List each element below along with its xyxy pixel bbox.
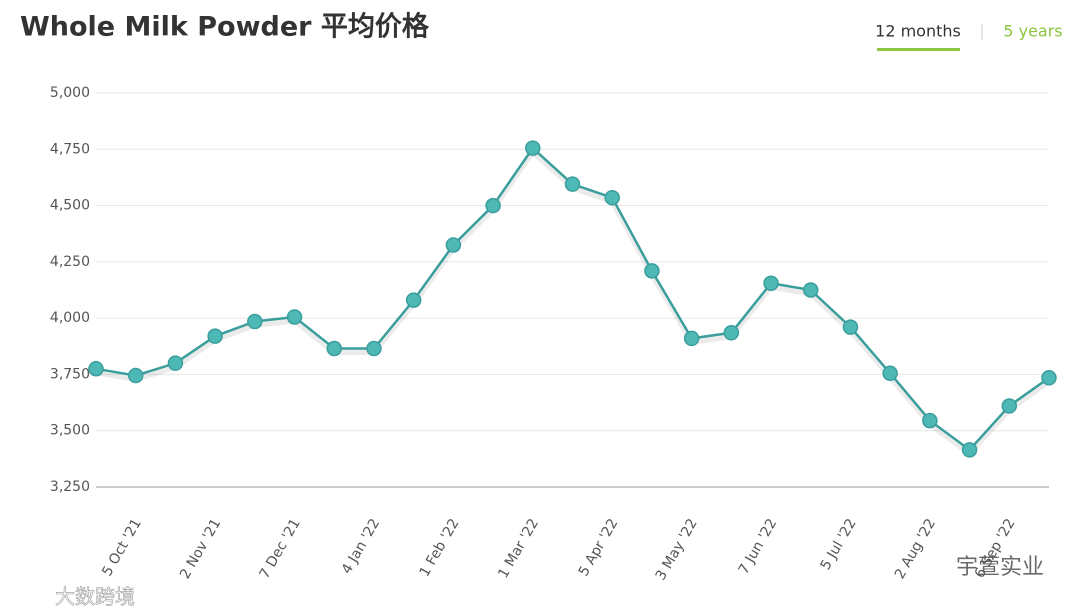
point (644, 263, 660, 279)
point (127, 367, 144, 384)
x-tick-label: 2 Nov '21 (177, 516, 224, 582)
series-line (95, 146, 1050, 452)
point (564, 176, 581, 192)
tab[interactable]: 5 years (1003, 22, 1062, 41)
y-tick-label: 3,250 (50, 479, 90, 495)
y-tick-label: 5,000 (50, 85, 90, 101)
point (167, 355, 184, 371)
y-tick-label: 3,750 (50, 366, 90, 382)
x-tick-label: 1 Mar '22 (495, 516, 542, 581)
point (1041, 370, 1057, 386)
point (247, 313, 263, 330)
chart-title: Whole Milk Powder 平均价格 (20, 12, 430, 43)
point (604, 189, 620, 206)
x-tick-label: 2 Aug '22 (892, 516, 939, 582)
y-tick-label: 4,750 (50, 141, 90, 157)
point (88, 361, 104, 377)
point (1001, 398, 1018, 414)
y-tick-label: 4,000 (50, 310, 90, 326)
x-tick-label: 5 Jul '22 (818, 516, 860, 573)
watermark: 宇萱实业 (956, 555, 1044, 580)
point (366, 340, 382, 357)
point (405, 292, 422, 308)
tab[interactable]: 12 months (875, 22, 961, 41)
point (763, 275, 779, 291)
point (683, 330, 700, 347)
point (922, 412, 938, 429)
point (445, 237, 462, 253)
point (485, 197, 501, 214)
x-tick-label: 7 Jun '22 (736, 516, 781, 577)
watermark: 大数跨境 (55, 585, 135, 609)
point (207, 328, 223, 344)
point (326, 340, 342, 357)
y-tick-label: 4,500 (50, 198, 90, 214)
x-tick-label: 3 May '22 (653, 516, 701, 583)
y-tick-label: 3,500 (50, 423, 90, 439)
point (842, 319, 859, 335)
point (525, 140, 541, 156)
point (961, 442, 978, 458)
point (286, 309, 303, 325)
x-tick-label: 7 Dec '21 (257, 516, 304, 582)
point (882, 365, 898, 382)
x-tick-label: 5 Oct '21 (99, 516, 145, 579)
point (723, 325, 740, 341)
line-shadow (95, 148, 1051, 458)
x-tick-label: 4 Jan '22 (339, 516, 383, 577)
y-tick-label: 4,250 (50, 254, 90, 270)
tab-underline (877, 48, 960, 51)
x-tick-label: 1 Feb '22 (417, 516, 463, 580)
point (803, 282, 819, 298)
x-tick-label: 5 Apr '22 (576, 516, 622, 579)
